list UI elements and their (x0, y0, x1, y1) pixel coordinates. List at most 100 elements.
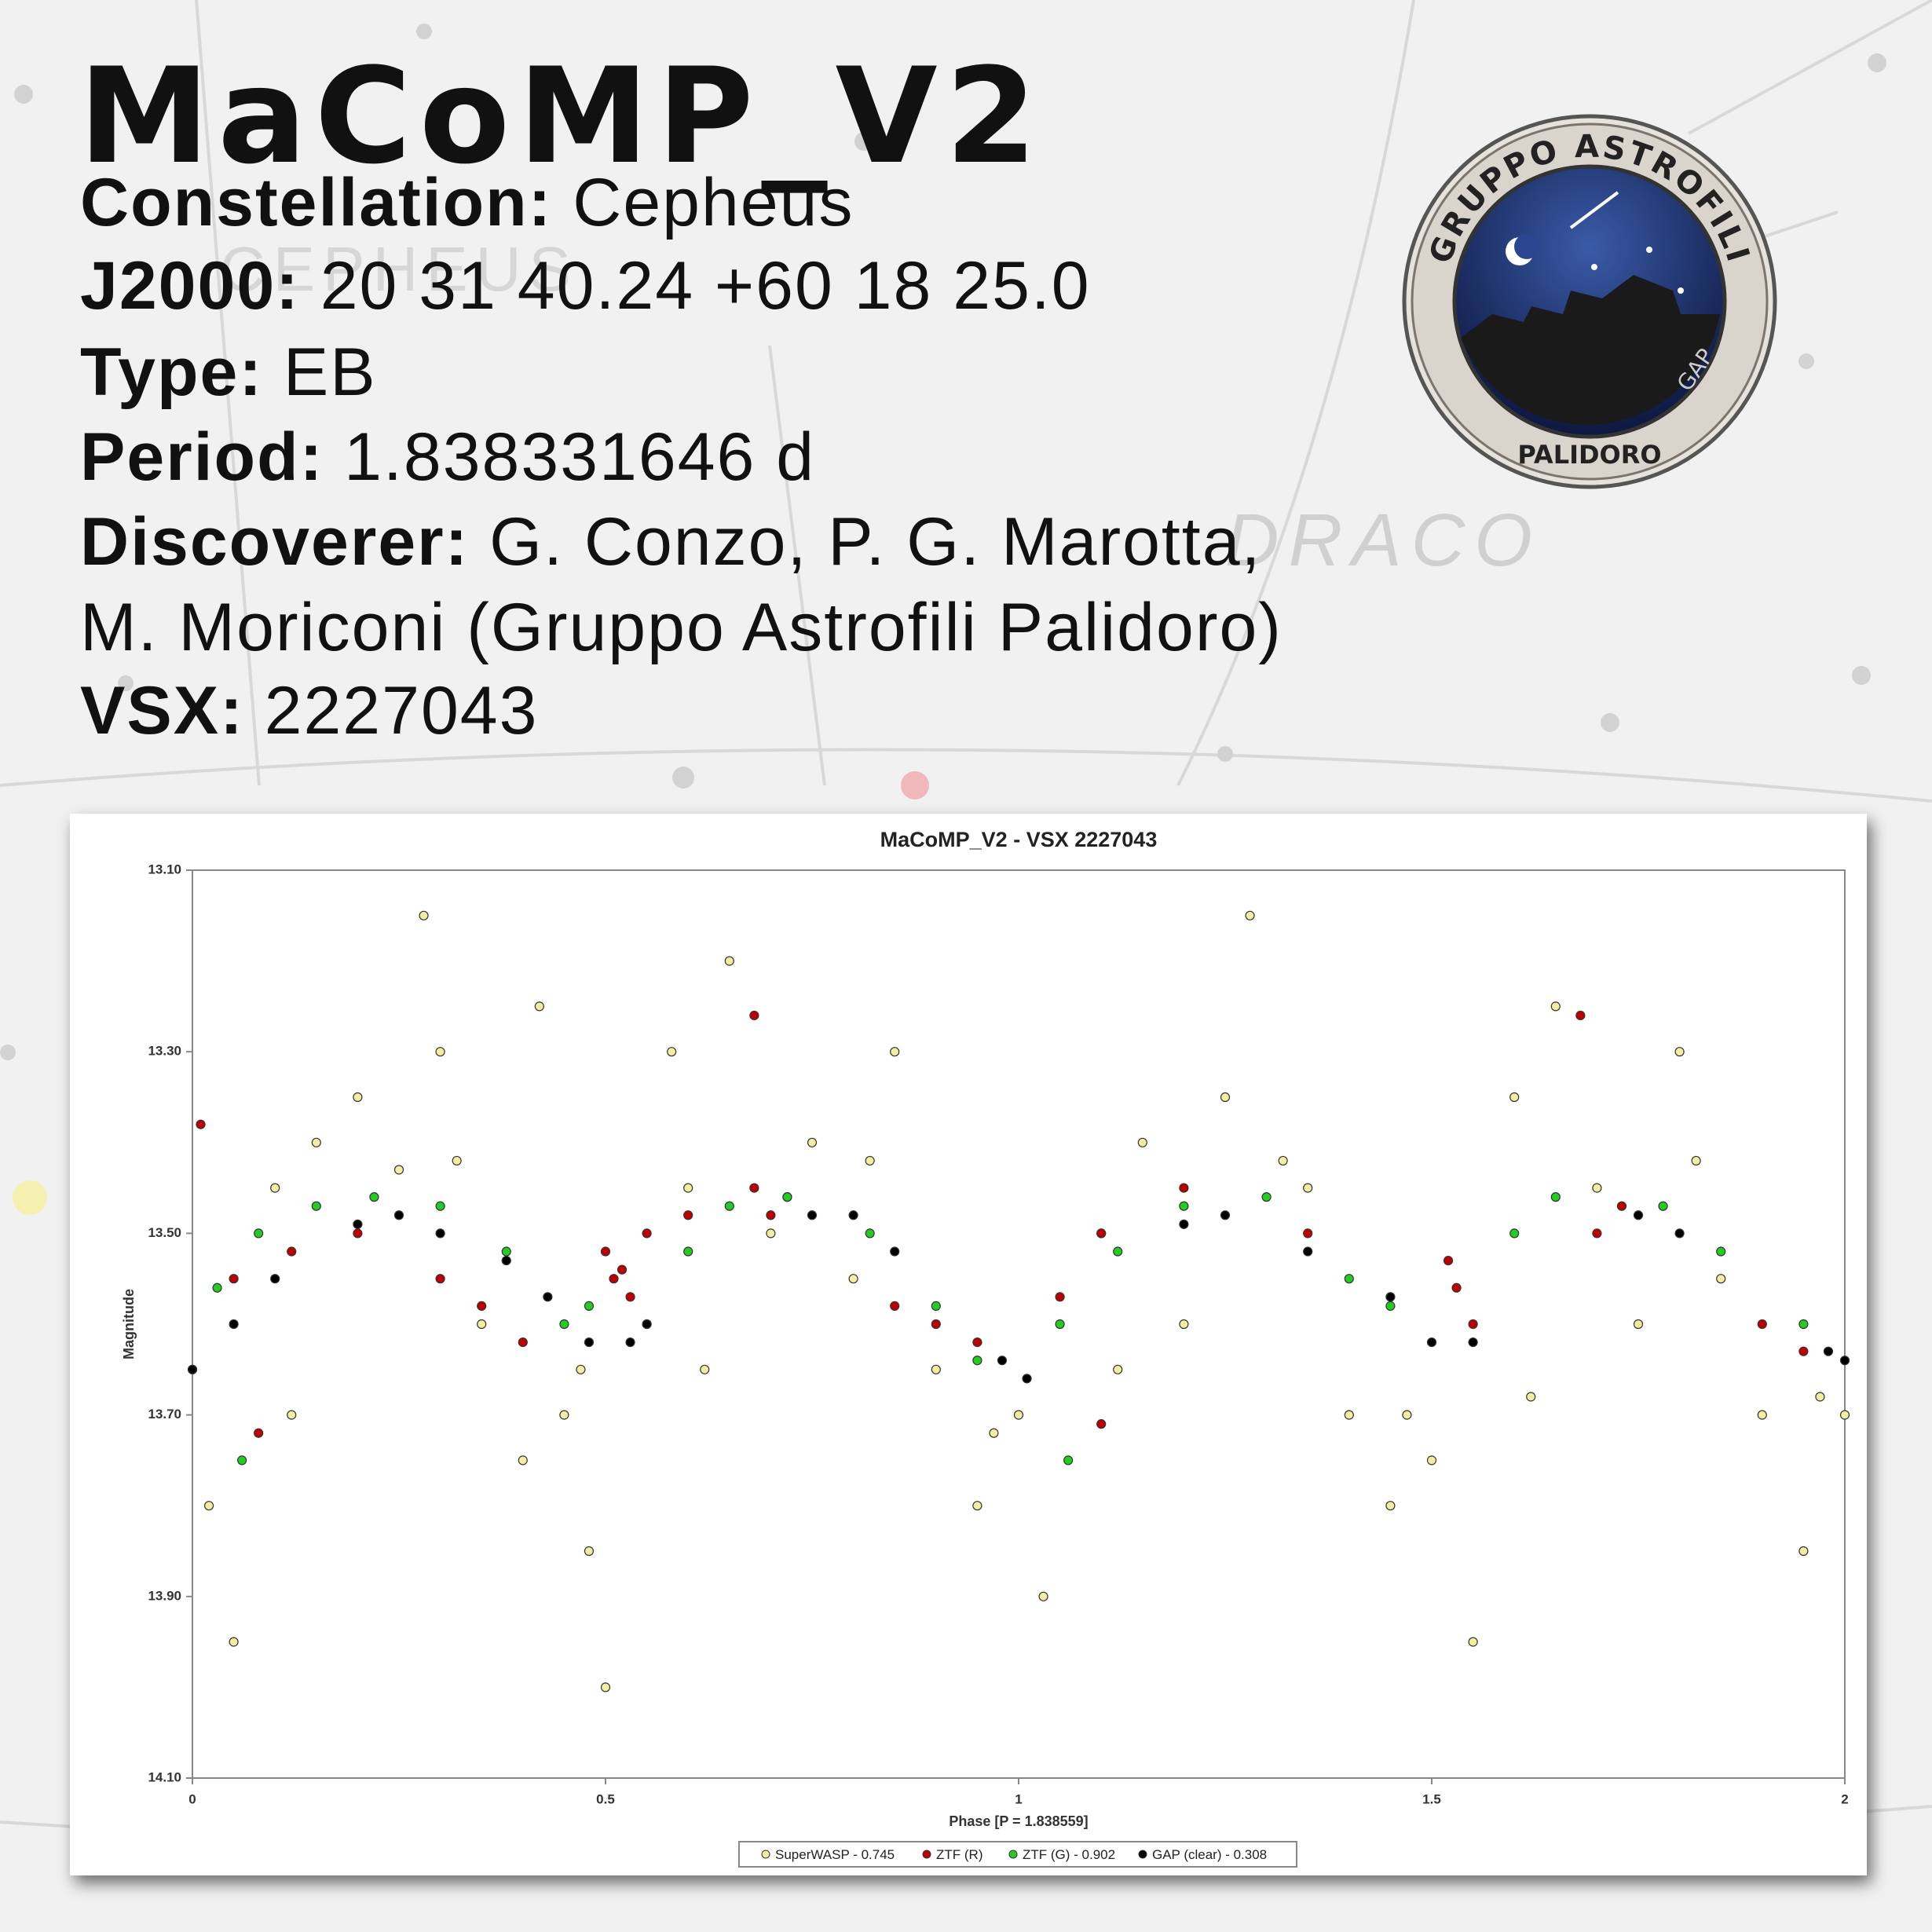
data-point (865, 1228, 875, 1239)
data-point (1592, 1228, 1602, 1239)
data-point (1137, 1137, 1147, 1147)
data-point (584, 1546, 595, 1557)
data-point (1592, 1183, 1602, 1193)
data-point (724, 1201, 734, 1211)
data-point (353, 1092, 363, 1103)
sky-map-star-red (901, 771, 929, 800)
data-point (848, 1274, 858, 1284)
data-point (435, 1201, 445, 1211)
data-point (584, 1337, 595, 1348)
data-point (1385, 1301, 1396, 1311)
data-point (1443, 1255, 1454, 1266)
data-point (1038, 1591, 1048, 1601)
data-point (1245, 910, 1255, 920)
data-point (543, 1292, 553, 1302)
data-point (452, 1155, 462, 1166)
data-point (1261, 1192, 1272, 1202)
data-point (477, 1301, 487, 1311)
data-point (1550, 1001, 1561, 1012)
data-point (435, 1274, 445, 1284)
data-point (931, 1319, 941, 1330)
data-point (1451, 1283, 1462, 1293)
info-line: VSX: 2227043 (80, 673, 538, 748)
data-point (642, 1228, 652, 1239)
data-point (749, 1183, 759, 1193)
data-point (203, 1501, 214, 1511)
data-point (369, 1192, 379, 1202)
plot-area (192, 869, 1846, 1779)
y-tick-label: 13.90 (148, 1588, 181, 1603)
data-point (576, 1364, 586, 1374)
data-point (972, 1356, 982, 1366)
data-point (1426, 1337, 1437, 1348)
data-point (1674, 1228, 1685, 1239)
data-point (972, 1337, 982, 1348)
data-point (848, 1210, 858, 1220)
info-value: EB (284, 335, 377, 410)
data-point (1633, 1210, 1644, 1220)
data-point (270, 1274, 280, 1284)
data-point (1716, 1246, 1726, 1257)
logo-bottom-text: PALIDORO (1517, 440, 1661, 470)
legend: SuperWASP - 0.745 ZTF (R) ZTF (G) - 0.902 G… (738, 1841, 1297, 1868)
data-point (600, 1682, 611, 1692)
info-label: Constellation: (80, 165, 552, 240)
data-point (1022, 1374, 1032, 1384)
info-value: 20 31 40.24 +60 18 25.0 (320, 248, 1091, 324)
data-point (254, 1428, 264, 1438)
info-value: Cepheus (573, 165, 854, 240)
legend-marker (922, 1850, 931, 1859)
data-point (625, 1292, 635, 1302)
info-value: 1.838331646 d (344, 419, 815, 495)
info-label: Type: (80, 335, 263, 410)
info-line: Type: EB (80, 335, 377, 410)
data-point (229, 1274, 239, 1284)
data-point (1757, 1319, 1767, 1330)
data-point (353, 1228, 363, 1239)
data-point (1716, 1274, 1726, 1284)
data-point (890, 1047, 900, 1057)
data-point (600, 1246, 611, 1257)
sky-map-stars (0, 24, 1886, 1060)
y-tick-label: 13.50 (148, 1225, 181, 1240)
data-point (353, 1219, 363, 1229)
data-point (724, 956, 734, 966)
data-point (435, 1228, 445, 1239)
legend-box (738, 1841, 1297, 1868)
data-point (1344, 1410, 1354, 1420)
chart-title: MaCoMP_V2 - VSX 2227043 (880, 828, 1158, 851)
info-value: G. Conzo, P. G. Marotta, (489, 504, 1261, 580)
data-point (229, 1319, 239, 1330)
data-point (997, 1356, 1008, 1366)
data-point (865, 1155, 875, 1166)
data-point (501, 1255, 511, 1266)
y-tick-label: 14.10 (148, 1769, 181, 1784)
data-point (1385, 1292, 1396, 1302)
data-point (1468, 1637, 1478, 1647)
data-point (642, 1319, 652, 1330)
data-point (807, 1210, 818, 1220)
data-point (683, 1210, 693, 1220)
logo: GRUPPO ASTROFILI PALIDORO GAP (1402, 114, 1777, 489)
data-point (1179, 1319, 1189, 1330)
data-point (501, 1246, 511, 1257)
y-axis-label: Magnitude (121, 1289, 137, 1359)
data-point (1013, 1410, 1024, 1420)
data-point (1179, 1201, 1189, 1211)
data-point (625, 1337, 635, 1348)
data-point (766, 1210, 776, 1220)
data-point (766, 1228, 776, 1239)
data-point (518, 1455, 528, 1465)
info-line: J2000: 20 31 40.24 +60 18 25.0 (80, 248, 1091, 324)
data-point (518, 1337, 528, 1348)
data-point (393, 1165, 404, 1175)
legend-label: GAP (clear) - 0.308 (1152, 1847, 1267, 1862)
data-point (1426, 1455, 1437, 1465)
data-point (1220, 1092, 1231, 1103)
info-line: Constellation: Cepheus (80, 165, 854, 240)
data-point (559, 1410, 569, 1420)
info-label: Period: (80, 419, 324, 495)
legend-marker (761, 1850, 770, 1859)
data-point (1055, 1292, 1065, 1302)
